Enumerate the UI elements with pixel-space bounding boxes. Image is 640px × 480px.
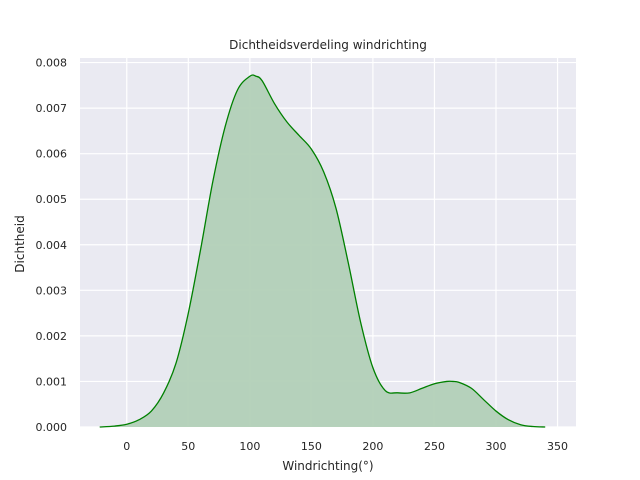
density-series: [99, 74, 546, 428]
x-tick-label: 200: [362, 440, 383, 453]
x-axis-label: Windrichting(°): [282, 459, 373, 473]
y-tick-label: 0.003: [36, 284, 68, 297]
y-tick-labels: 0.000 0.001 0.002 0.003 0.004 0.005 0.006 0.007…: [36, 57, 68, 434]
x-tick-label: 50: [181, 440, 195, 453]
x-tick-label: 150: [301, 440, 322, 453]
y-tick-label: 0.008: [36, 57, 68, 70]
x-tick-label: 250: [424, 440, 445, 453]
x-tick-label: 100: [239, 440, 260, 453]
x-tick-labels: 0 50 100 150 200 250 300 350: [123, 440, 568, 453]
y-tick-label: 0.007: [36, 102, 68, 115]
chart-title: Dichtheidsverdeling windrichting: [229, 38, 427, 52]
y-tick-label: 0.004: [36, 239, 68, 252]
x-tick-label: 350: [547, 440, 568, 453]
y-axis-label: Dichtheid: [13, 215, 27, 272]
x-tick-label: 0: [123, 440, 130, 453]
x-tick-label: 300: [486, 440, 507, 453]
y-tick-label: 0.005: [36, 193, 68, 206]
density-area-fill: [99, 75, 546, 428]
y-tick-label: 0.006: [36, 148, 68, 161]
y-tick-label: 0.000: [36, 421, 68, 434]
density-line: [99, 74, 546, 428]
y-tick-label: 0.002: [36, 330, 68, 343]
y-tick-label: 0.001: [36, 375, 68, 388]
